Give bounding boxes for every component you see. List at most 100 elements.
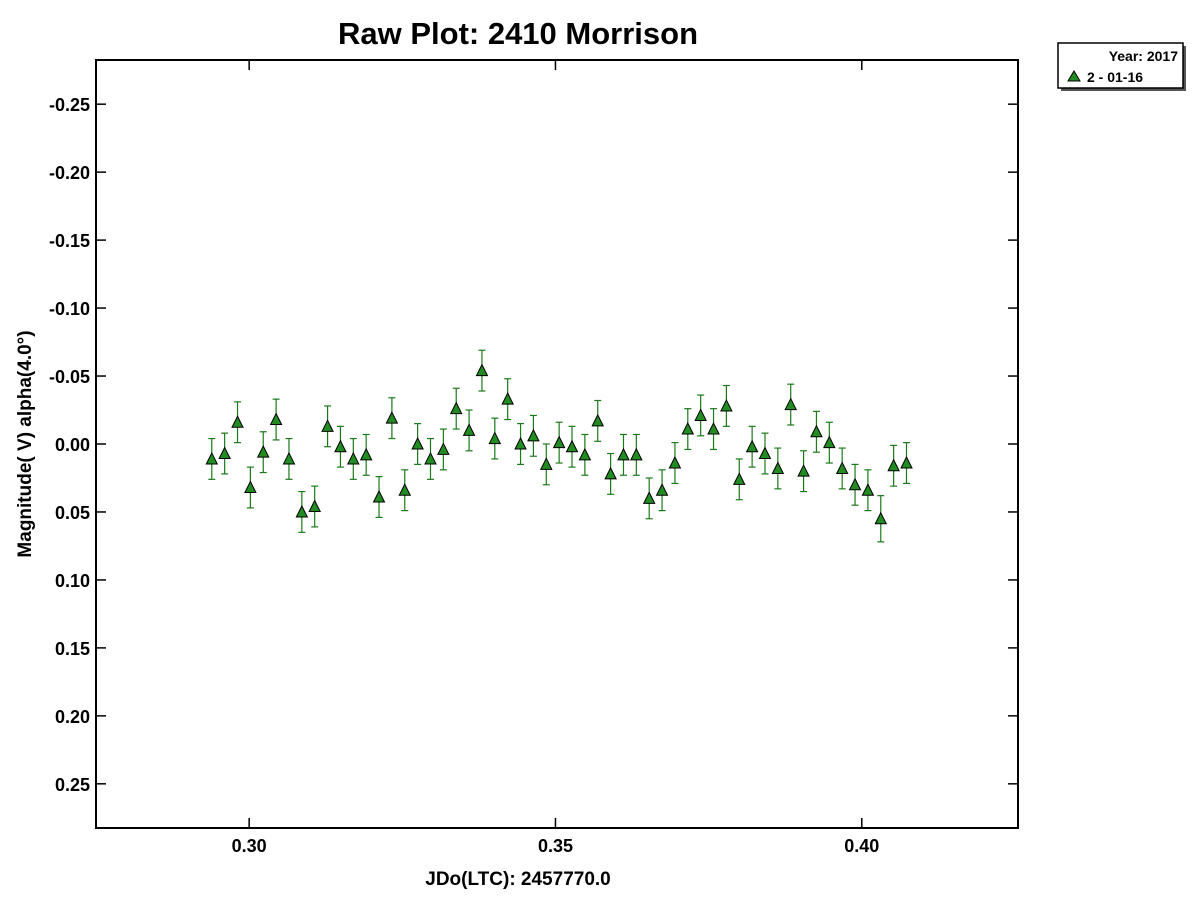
triangle-marker xyxy=(758,446,772,460)
y-tick-label: 0.20 xyxy=(55,707,90,727)
data-point xyxy=(424,437,437,480)
x-axis-label: JDo(LTC): 2457770.0 xyxy=(425,869,611,890)
triangle-marker xyxy=(501,392,514,405)
data-point xyxy=(449,387,463,430)
triangle-marker xyxy=(720,398,733,412)
data-point xyxy=(372,476,386,519)
data-point xyxy=(694,394,707,437)
triangle-marker xyxy=(565,439,579,453)
data-point xyxy=(334,425,347,468)
axis-tick-labels: -0.25 -0.20 -0.15 -0.10 -0.05 0.00 0.05 0.10 0.1… xyxy=(49,95,879,856)
data-point xyxy=(604,452,617,495)
data-point xyxy=(244,466,257,509)
x-tick-label: 0.30 xyxy=(232,836,267,856)
triangle-marker xyxy=(282,451,296,465)
y-tick-label: -0.10 xyxy=(49,299,90,319)
data-point xyxy=(784,383,798,426)
triangle-marker xyxy=(269,412,283,426)
data-point xyxy=(887,444,900,487)
triangle-marker xyxy=(244,480,257,493)
data-point xyxy=(745,425,759,468)
data-point xyxy=(707,408,720,451)
data-point xyxy=(282,437,296,480)
triangle-marker xyxy=(668,455,682,469)
triangle-marker xyxy=(591,413,605,427)
data-point xyxy=(462,409,476,452)
triangle-marker xyxy=(411,436,424,450)
triangle-marker xyxy=(578,447,592,461)
data-point xyxy=(835,447,849,490)
triangle-marker xyxy=(810,424,823,438)
triangle-marker xyxy=(488,431,502,445)
data-point xyxy=(591,399,605,442)
triangle-marker xyxy=(334,439,347,453)
data-point xyxy=(321,405,334,448)
triangle-marker xyxy=(732,472,746,485)
data-point xyxy=(514,423,527,465)
y-axis-label: Magnitude( V) alpha(4.0°) xyxy=(15,330,36,557)
data-point xyxy=(797,450,810,493)
data-point xyxy=(732,458,746,501)
triangle-marker xyxy=(385,411,399,424)
triangle-marker xyxy=(308,499,322,513)
triangle-marker xyxy=(552,435,566,449)
triangle-marker xyxy=(398,483,412,496)
triangle-marker xyxy=(900,455,913,469)
data-point xyxy=(810,410,823,453)
triangle-marker xyxy=(707,421,720,435)
data-point xyxy=(874,495,888,543)
legend-header: Year: 2017 xyxy=(1109,48,1178,64)
triangle-marker xyxy=(694,408,707,421)
data-points xyxy=(205,349,913,543)
triangle-marker xyxy=(771,461,785,474)
triangle-marker xyxy=(874,511,888,525)
data-point xyxy=(308,485,322,528)
data-point xyxy=(527,414,540,457)
data-point xyxy=(501,378,514,421)
data-point xyxy=(758,432,772,475)
y-tick-label: 0.25 xyxy=(55,775,90,795)
data-point xyxy=(475,349,489,392)
triangle-marker xyxy=(784,397,798,411)
data-point xyxy=(578,433,592,476)
triangle-marker xyxy=(823,435,836,449)
y-tick-label: 0.15 xyxy=(55,639,90,659)
triangle-marker xyxy=(359,447,373,461)
triangle-marker xyxy=(887,458,900,472)
triangle-marker xyxy=(835,461,849,474)
triangle-marker xyxy=(655,483,669,496)
triangle-marker xyxy=(604,466,617,480)
triangle-marker xyxy=(437,442,450,455)
data-point xyxy=(848,463,862,506)
data-point xyxy=(231,401,244,444)
data-point xyxy=(385,397,399,440)
data-point xyxy=(295,490,309,533)
triangle-marker xyxy=(218,446,231,460)
data-point xyxy=(720,384,733,427)
y-tick-label: -0.15 xyxy=(49,231,90,251)
y-tick-label: -0.20 xyxy=(49,163,90,183)
triangle-marker xyxy=(205,451,219,465)
chart-title: Raw Plot: 2410 Morrison xyxy=(338,16,698,51)
data-point xyxy=(655,469,669,512)
data-point xyxy=(565,425,579,468)
data-point xyxy=(488,417,502,460)
data-point xyxy=(668,442,682,485)
data-point xyxy=(552,421,566,464)
legend-marker-triangle xyxy=(1067,70,1081,82)
legend: Year: 2017 2 - 01-16 xyxy=(1057,42,1186,91)
x-tick-label: 0.40 xyxy=(844,836,879,856)
triangle-marker xyxy=(372,489,386,503)
data-point xyxy=(269,398,283,441)
data-point xyxy=(823,421,836,464)
axis-ticks xyxy=(96,60,1018,828)
x-tick-label: 0.35 xyxy=(538,836,573,856)
legend-entry-label: 2 - 01-16 xyxy=(1087,69,1143,85)
triangle-marker xyxy=(295,504,309,518)
triangle-marker xyxy=(449,401,463,415)
data-point xyxy=(218,432,231,475)
triangle-marker xyxy=(424,451,437,465)
data-point xyxy=(346,437,360,480)
data-point xyxy=(681,408,695,451)
data-point xyxy=(617,433,630,476)
